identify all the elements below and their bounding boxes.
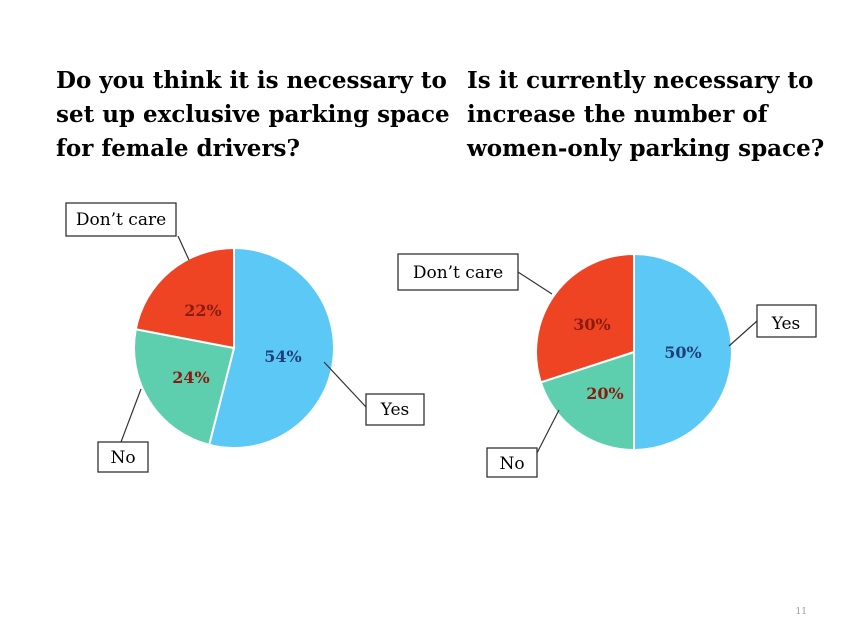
callout-box xyxy=(397,253,519,291)
slice-value-label: 54% xyxy=(264,347,301,366)
callout-leader-line xyxy=(323,361,367,408)
pie-slice-no xyxy=(539,350,635,452)
chart-2-title-line-1: Is it currently necessary to xyxy=(467,67,814,94)
slice-value-label: 50% xyxy=(664,343,701,362)
callout-leader-line xyxy=(177,235,190,261)
slice-category-label: No xyxy=(499,454,524,474)
slice-value-label: 22% xyxy=(184,301,221,320)
slice-category-label: Don’t care xyxy=(76,210,166,230)
pie-slice-don-t-care xyxy=(134,246,235,350)
callout-box xyxy=(365,393,425,426)
pie-slice-don-t-care xyxy=(535,252,635,384)
callout-box xyxy=(756,304,817,338)
chart-1-title-line-2: set up exclusive parking space xyxy=(56,101,450,128)
chart-2-title-line-2: increase the number of xyxy=(467,101,768,128)
slide-number: 11 xyxy=(795,607,807,617)
slice-category-label: Don’t care xyxy=(413,263,503,283)
slice-value-label: 20% xyxy=(586,384,623,403)
slice-category-label: No xyxy=(110,448,135,468)
callout-leader-line xyxy=(517,271,553,295)
pie-slice-no xyxy=(133,328,236,447)
chart-1-title-line-3: for female drivers? xyxy=(56,135,300,162)
slice-category-label: Yes xyxy=(771,314,801,334)
callout-leader-line xyxy=(728,320,758,347)
pie-slice-yes xyxy=(633,252,733,452)
callout-leader-line xyxy=(120,388,142,443)
chart-1-title-line-1: Do you think it is necessary to xyxy=(56,67,447,94)
slice-value-label: 30% xyxy=(573,315,610,334)
pie-slice-yes xyxy=(207,246,335,449)
chart-2-title: Is it currently necessary to increase th… xyxy=(467,64,824,166)
slice-category-label: Yes xyxy=(380,400,410,420)
pie-chart-2: 50% 20% 30% Yes No Don’t care xyxy=(397,252,817,478)
callout-box xyxy=(65,202,177,237)
callout-box xyxy=(97,441,149,473)
chart-2-title-line-3: women-only parking space? xyxy=(467,135,825,162)
callout-box xyxy=(486,447,538,478)
pie-chart-1: 54% 24% 22% Yes No Don’t care xyxy=(65,202,425,473)
chart-1-title: Do you think it is necessary to set up e… xyxy=(56,64,450,166)
callout-leader-line xyxy=(536,409,560,454)
slice-value-label: 24% xyxy=(172,368,209,387)
